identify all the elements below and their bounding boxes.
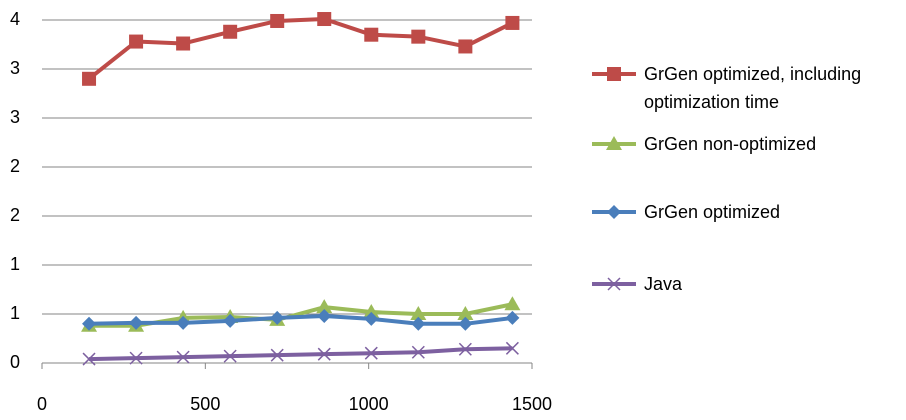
- marker: [504, 296, 521, 311]
- legend-swatch: [592, 67, 636, 81]
- marker: [458, 342, 472, 356]
- marker: [223, 349, 237, 363]
- marker: [411, 345, 425, 359]
- legend-entry: Java: [590, 270, 902, 298]
- marker: [176, 36, 191, 51]
- marker: [364, 27, 379, 42]
- legend-swatch: [592, 205, 636, 219]
- marker: [223, 24, 238, 39]
- legend-swatch: [592, 136, 636, 150]
- series: [82, 341, 519, 366]
- marker: [457, 306, 474, 320]
- legend-marker: [606, 136, 622, 150]
- y-tick-label: 4: [10, 9, 20, 29]
- y-tick-label: 1: [10, 254, 20, 274]
- marker: [505, 15, 520, 30]
- marker: [505, 341, 519, 355]
- series: [82, 308, 520, 331]
- marker: [411, 316, 426, 331]
- marker: [363, 304, 380, 319]
- y-tick-label: 0: [10, 352, 20, 372]
- legend-entry: GrGen non-optimized: [590, 130, 902, 158]
- legend-marker: [607, 67, 621, 81]
- marker: [82, 352, 96, 366]
- x-tick-label: 1500: [512, 394, 552, 414]
- marker: [176, 350, 190, 364]
- series-line: [87, 17, 514, 81]
- marker: [317, 12, 332, 27]
- legend-label: Java: [644, 274, 683, 294]
- legend-entry: GrGen optimized, including optimization …: [590, 60, 902, 116]
- legend-marker: [607, 205, 621, 219]
- marker: [82, 316, 97, 331]
- series-line: [88, 313, 513, 326]
- marker: [270, 348, 284, 362]
- marker: [317, 347, 331, 361]
- legend-label: GrGen optimized: [644, 202, 781, 222]
- marker: [223, 313, 238, 328]
- y-tick-label: 3: [10, 107, 20, 127]
- marker: [458, 39, 473, 54]
- x-tick-label: 500: [190, 394, 220, 414]
- legend-swatch: [592, 277, 636, 291]
- marker: [129, 34, 144, 49]
- y-tick-label: 2: [10, 205, 20, 225]
- y-tick-label: 3: [10, 58, 20, 78]
- marker: [364, 311, 379, 326]
- series: [82, 12, 520, 86]
- marker: [270, 310, 285, 325]
- marker: [82, 71, 97, 86]
- marker: [270, 13, 285, 28]
- marker: [317, 308, 332, 323]
- legend-entry: GrGen optimized: [590, 198, 902, 226]
- marker: [176, 315, 191, 330]
- legend: GrGen optimized, including optimization …: [590, 60, 902, 298]
- legend-marker: [607, 277, 621, 291]
- marker: [364, 346, 378, 360]
- legend-label: GrGen non-optimized: [644, 134, 817, 154]
- y-tick-label: 2: [10, 156, 20, 176]
- marker: [458, 316, 473, 331]
- y-tick-label: 1: [10, 303, 20, 323]
- marker: [316, 299, 333, 314]
- marker: [411, 29, 426, 44]
- series-line: [88, 346, 513, 362]
- marker: [410, 306, 427, 320]
- x-tick-label: 1000: [349, 394, 389, 414]
- x-tick-label: 0: [37, 394, 47, 414]
- marker: [129, 351, 143, 365]
- legend-label: GrGen optimized, including optimization …: [644, 64, 862, 112]
- marker: [129, 315, 144, 330]
- marker: [505, 310, 520, 325]
